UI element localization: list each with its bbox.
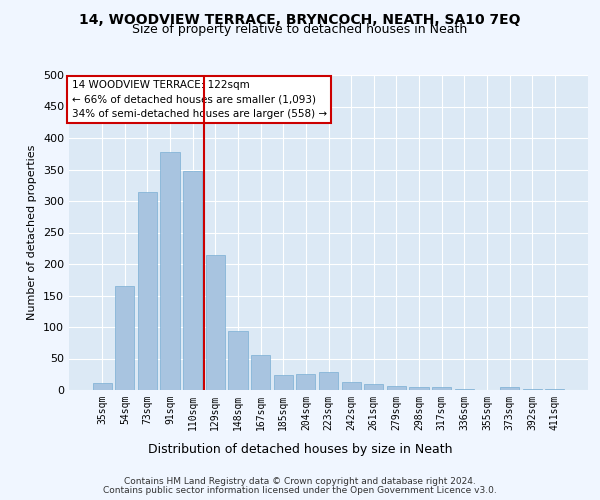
Text: Contains public sector information licensed under the Open Government Licence v3: Contains public sector information licen…: [103, 486, 497, 495]
Bar: [387, 386, 406, 390]
Bar: [500, 388, 519, 390]
Bar: [274, 375, 293, 390]
Text: 14, WOODVIEW TERRACE, BRYNCOCH, NEATH, SA10 7EQ: 14, WOODVIEW TERRACE, BRYNCOCH, NEATH, S…: [79, 12, 521, 26]
Bar: [229, 332, 248, 390]
Bar: [296, 374, 316, 390]
Bar: [432, 388, 451, 390]
Bar: [206, 254, 225, 390]
Text: Distribution of detached houses by size in Neath: Distribution of detached houses by size …: [148, 442, 452, 456]
Text: Size of property relative to detached houses in Neath: Size of property relative to detached ho…: [133, 22, 467, 36]
Bar: [183, 172, 202, 390]
Bar: [138, 192, 157, 390]
Bar: [341, 382, 361, 390]
Text: 14 WOODVIEW TERRACE: 122sqm
← 66% of detached houses are smaller (1,093)
34% of : 14 WOODVIEW TERRACE: 122sqm ← 66% of det…: [71, 80, 327, 120]
Bar: [160, 152, 180, 390]
Bar: [92, 383, 112, 390]
Bar: [251, 356, 270, 390]
Bar: [409, 387, 428, 390]
Bar: [364, 384, 383, 390]
Bar: [319, 372, 338, 390]
Text: Contains HM Land Registry data © Crown copyright and database right 2024.: Contains HM Land Registry data © Crown c…: [124, 478, 476, 486]
Bar: [115, 286, 134, 390]
Y-axis label: Number of detached properties: Number of detached properties: [28, 145, 37, 320]
